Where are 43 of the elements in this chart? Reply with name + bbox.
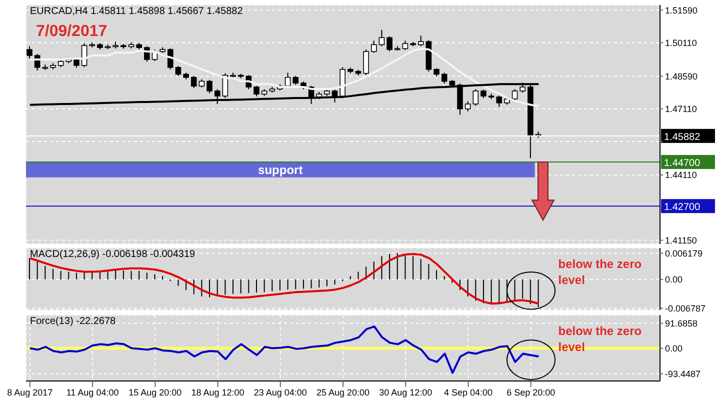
y-tick-label: -93.4487 (665, 368, 701, 379)
y-tick-label: 1.48590 (665, 71, 698, 82)
band-label: support (258, 162, 303, 177)
candlestick (167, 48, 174, 70)
candlestick (26, 46, 32, 59)
x-tick-label: 6 Sep 20:00 (506, 387, 556, 398)
y-tick-label: -0.006787 (665, 303, 706, 314)
x-tick-label: 18 Aug 12:00 (191, 387, 244, 398)
line-series (28, 325, 540, 374)
ref-line-label: 1.44700 (664, 158, 701, 169)
chart-title: MACD(12,26,9) -0.006198 -0.004319 (30, 249, 196, 260)
x-tick-label: 15 Aug 20:00 (128, 387, 182, 398)
candlestick (496, 94, 502, 108)
y-tick-label: 1.50110 (665, 38, 697, 48)
annotation: 7/09/2017 (36, 23, 108, 41)
y-tick-label: 0.00 (665, 274, 683, 285)
candlestick (386, 36, 392, 52)
y-tick-label: 1.51590 (665, 5, 698, 16)
y-tick-label: 0.006179 (665, 248, 703, 258)
y-tick-label: 1.41150 (665, 235, 697, 246)
x-tick-label: 25 Aug 20:00 (316, 387, 370, 398)
y-tick-label: 0.00 (665, 343, 683, 354)
x-tick-label: 23 Aug 04:00 (254, 387, 307, 398)
candlestick (441, 72, 448, 84)
x-tick-label: 11 Aug 04:00 (66, 387, 119, 398)
candlestick (472, 88, 479, 106)
ref-line-label: 1.42700 (664, 202, 701, 214)
chart-title: EURCAD,H4 1.45811 1.45898 1.45667 1.45882 (30, 6, 243, 17)
x-tick-label: 30 Aug 12:00 (379, 387, 432, 398)
x-tick-label: 8 Aug 2017 (7, 387, 53, 398)
text: below the zero level (558, 323, 643, 355)
candlestick (190, 75, 197, 89)
candlestick (332, 89, 338, 103)
text: below the zero level (558, 256, 643, 288)
y-tick-label: 91.6858 (665, 318, 698, 328)
candlestick (512, 88, 518, 102)
chart-title: Force(13) -22.2678 (30, 316, 116, 327)
y-tick-label: 1.47110 (665, 104, 697, 114)
candlestick (206, 79, 212, 94)
y-tick-label: 1.44110 (665, 170, 697, 180)
ref-line-label: 1.45882 (664, 132, 701, 143)
candlestick (175, 66, 182, 76)
x-tick-label: 4 Sep 04:00 (444, 387, 493, 398)
